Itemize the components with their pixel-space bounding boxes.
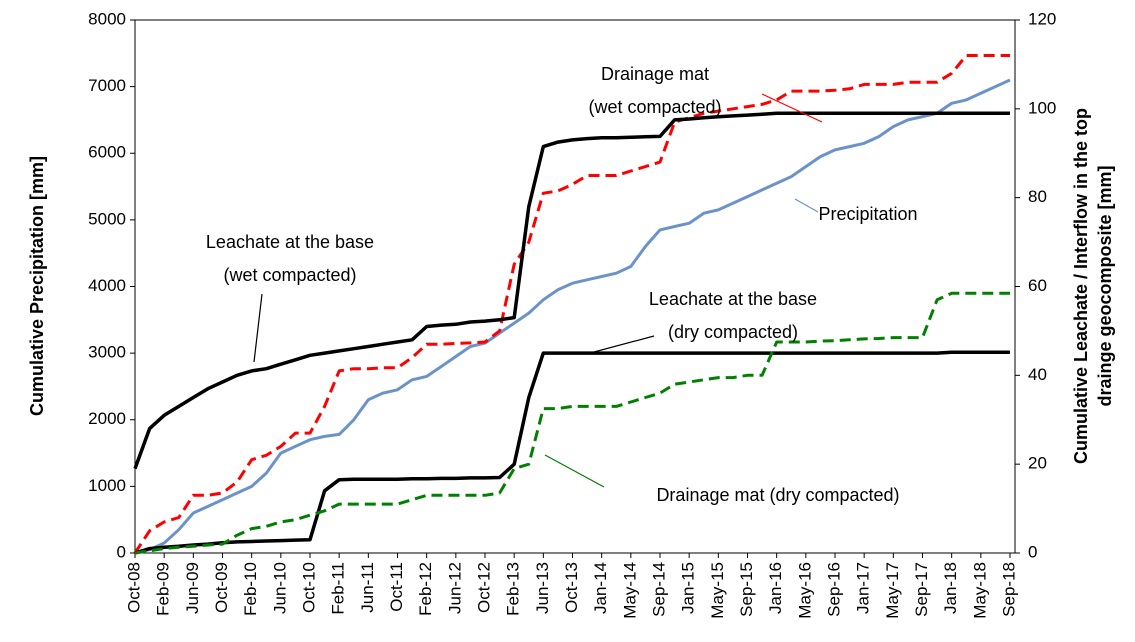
y2-tick-label: 100 [1028, 98, 1056, 117]
y2-tick-label: 120 [1028, 9, 1056, 28]
y2-tick-label: 20 [1028, 454, 1047, 473]
y-tick-label: 0 [117, 542, 126, 561]
y-tick-label: 1000 [88, 476, 126, 495]
x-tick-label: Oct-09 [212, 562, 231, 613]
x-tick-label: Sep-18 [999, 562, 1018, 617]
series-annotation: Drainage mat [601, 64, 709, 84]
x-tick-label: Oct-08 [124, 562, 143, 613]
series-line [133, 111, 1010, 470]
annotation-leader [544, 454, 605, 488]
x-tick-label: Jun-12 [445, 562, 464, 614]
y2-tick-label: 40 [1028, 365, 1047, 384]
series-annotation: Leachate at the base [206, 232, 374, 252]
y-tick-label: 2000 [88, 409, 126, 428]
series-annotation: (dry compacted) [668, 322, 798, 342]
x-tick-label: Jun-09 [183, 562, 202, 614]
x-tick-label: May-18 [970, 562, 989, 619]
x-tick-label: Feb-11 [329, 562, 348, 615]
x-tick-label: Jun-13 [533, 562, 552, 614]
y-tick-label: 6000 [88, 143, 126, 162]
x-tick-label: Jan-17 [854, 562, 873, 614]
series-annotation: Leachate at the base [649, 289, 817, 309]
y2-axis-title: drainge geocomposite [mm] [1095, 165, 1115, 406]
x-tick-label: Sep-17 [912, 562, 931, 617]
series-annotation: Drainage mat (dry compacted) [656, 485, 899, 505]
y-axis-title: Cumulative Precipitation [mm] [27, 156, 47, 416]
series-line [133, 54, 1010, 554]
series-annotation: Precipitation [818, 204, 917, 224]
series-line [134, 78, 1011, 555]
series-line [134, 291, 1010, 555]
x-tick-label: May-16 [795, 562, 814, 619]
x-tick-label: Sep-14 [649, 562, 668, 617]
x-tick-label: Oct-12 [474, 562, 493, 613]
x-tick-label: May-17 [883, 562, 902, 619]
series-annotation: (wet compacted) [223, 265, 356, 285]
x-tick-label: Jan-14 [591, 562, 610, 614]
y-tick-label: 4000 [88, 276, 126, 295]
x-tick-label: May-15 [708, 562, 727, 619]
x-tick-label: Jun-10 [270, 562, 289, 614]
x-tick-label: Oct-13 [562, 562, 581, 613]
x-tick-label: Feb-09 [154, 562, 173, 616]
x-tick-label: Feb-10 [241, 562, 260, 616]
x-tick-label: Feb-13 [504, 562, 523, 616]
series-annotation: (wet compacted) [588, 97, 721, 117]
x-tick-label: Sep-15 [737, 562, 756, 617]
y-tick-label: 7000 [88, 76, 126, 95]
annotation-leader [593, 335, 655, 353]
x-tick-label: Oct-10 [299, 562, 318, 613]
y-tick-label: 5000 [88, 209, 126, 228]
annotation-leader [761, 93, 823, 123]
y-tick-label: 8000 [88, 9, 126, 28]
annotation-leader [794, 198, 819, 213]
x-tick-label: Jan-15 [679, 562, 698, 614]
series-line [134, 350, 1010, 555]
x-tick-label: Jan-16 [766, 562, 785, 614]
y2-tick-label: 60 [1028, 276, 1047, 295]
x-tick-label: Oct-11 [387, 562, 406, 612]
y2-axis-title: Cumulative Leachate / Interflow in the t… [1071, 108, 1091, 464]
x-tick-label: Jun-11 [358, 562, 377, 613]
x-tick-label: May-14 [620, 562, 639, 619]
y2-tick-label: 80 [1028, 187, 1047, 206]
x-tick-label: Feb-12 [416, 562, 435, 616]
annotation-leader [253, 293, 263, 363]
x-tick-label: Sep-16 [824, 562, 843, 617]
y-tick-label: 3000 [88, 343, 126, 362]
y2-tick-label: 0 [1028, 542, 1037, 561]
x-tick-label: Jan-18 [941, 562, 960, 614]
